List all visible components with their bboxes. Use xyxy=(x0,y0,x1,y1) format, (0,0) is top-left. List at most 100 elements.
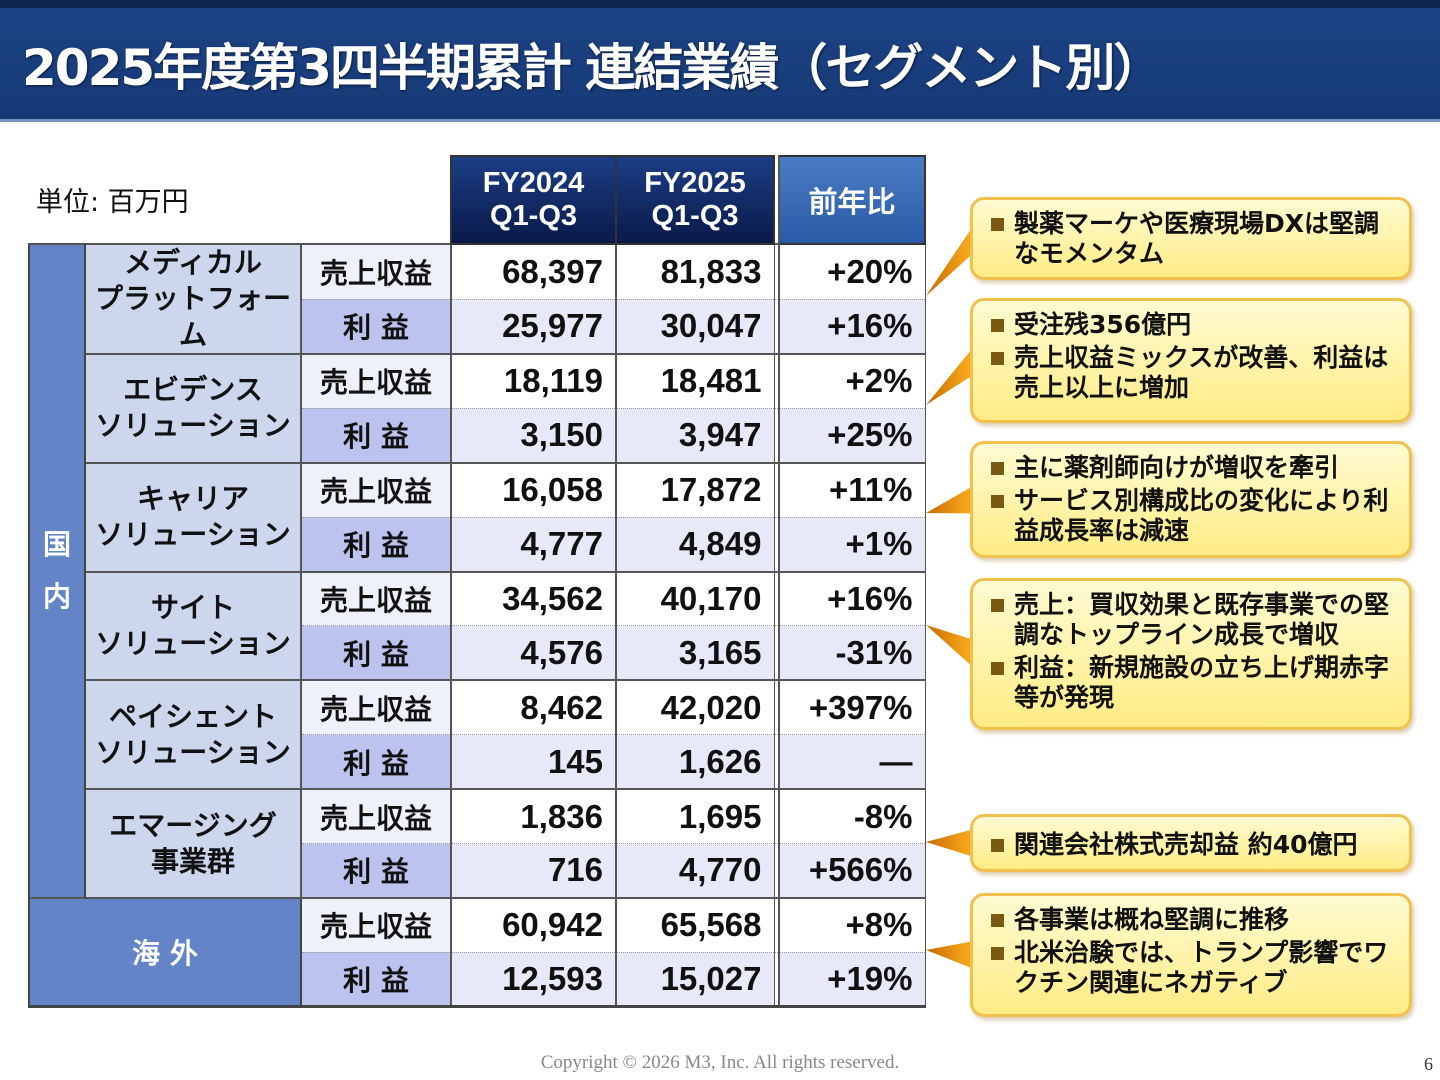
value-fy2024: 12,593 xyxy=(450,952,617,1009)
column-gap xyxy=(773,352,780,409)
callout-text: サービス別構成比の変化により利益成長率は減速 xyxy=(1014,486,1389,545)
column-gap xyxy=(773,788,780,845)
segment-name-line: エマージング xyxy=(109,808,277,842)
value-fy2024: 16,058 xyxy=(450,461,617,518)
value-yoy: — xyxy=(778,734,926,791)
header-fy2024-line1: FY2024 xyxy=(482,167,585,199)
value-fy2024: 68,397 xyxy=(450,243,617,300)
row-label-profit: 利 益 xyxy=(300,408,452,464)
row-label-sales: 売上収益 xyxy=(300,243,452,300)
value-yoy: +11% xyxy=(778,461,926,518)
segment-name-line: ソリューション xyxy=(95,409,291,443)
table-row-profit: 利 益 4,777 4,849 +1% xyxy=(29,517,926,573)
value-fy2025: 4,849 xyxy=(615,517,775,573)
row-label-profit: 利 益 xyxy=(300,299,452,355)
segment-name: キャリア ソリューション xyxy=(84,461,302,573)
domestic-char: 国 xyxy=(42,527,71,561)
column-gap xyxy=(773,734,780,791)
column-gap xyxy=(773,461,780,518)
column-gap xyxy=(773,896,780,953)
value-fy2025: 81,833 xyxy=(615,243,775,300)
value-yoy: +25% xyxy=(778,408,926,464)
bullet-square-icon xyxy=(991,462,1004,475)
callout-bullet: 売上：買収効果と既存事業での堅調なトップライン成長で増収 xyxy=(989,590,1399,650)
column-gap xyxy=(773,408,780,464)
value-yoy: -8% xyxy=(778,788,926,845)
segment-name: エマージング 事業群 xyxy=(84,788,302,899)
value-yoy: -31% xyxy=(778,625,926,682)
segment-name: エビデンス ソリューション xyxy=(84,353,302,464)
segment-name-line: メディカル xyxy=(123,246,263,279)
callout-pointer xyxy=(926,485,974,514)
callout-text: 利益：新規施設の立ち上げ期赤字等が発現 xyxy=(1014,653,1390,712)
segment-name: サイト ソリューション xyxy=(84,570,302,681)
callout-box: 関連会社株式売却益 約40億円 xyxy=(970,814,1412,872)
segment-name-line: 事業群 xyxy=(150,844,235,878)
table-row-sales: サイト ソリューション 売上収益 34,562 40,170 +16% xyxy=(29,570,926,681)
row-label-sales: 売上収益 xyxy=(300,461,452,518)
bullet-square-icon xyxy=(991,839,1004,852)
header-fy2025-line1: FY2025 xyxy=(644,167,746,199)
copyright: Copyright © 2026 M3, Inc. All rights res… xyxy=(540,1052,900,1073)
column-gap xyxy=(773,952,780,1009)
value-yoy: +16% xyxy=(778,570,926,627)
callout-bullet: 売上収益ミックスが改善、利益は売上以上に増加 xyxy=(989,343,1399,403)
value-fy2024: 1,836 xyxy=(450,788,617,845)
segment-name: メディカル プラットフォーム xyxy=(84,243,302,355)
header-yoy: 前年比 xyxy=(778,155,926,245)
column-gap xyxy=(773,517,780,573)
bullet-square-icon xyxy=(991,947,1004,960)
callout-text: 製薬マーケや医療現場DXは堅調なモメンタム xyxy=(1014,209,1380,268)
segment-name: ペイシェント ソリューション xyxy=(84,679,302,790)
callout-text: 各事業は概ね堅調に推移 xyxy=(1014,905,1290,934)
callout-bullet: 関連会社株式売却益 約40億円 xyxy=(989,830,1399,860)
segment-name-line: サイト xyxy=(150,590,235,624)
domestic-label: 国内 xyxy=(28,243,86,899)
title-bar: 2025年度第3四半期累計 連結業績（セグメント別） xyxy=(0,0,1440,122)
overseas-label: 海 外 xyxy=(28,896,302,1009)
value-yoy: +566% xyxy=(778,843,926,899)
callout-bullet: 各事業は概ね堅調に推移 xyxy=(989,905,1399,935)
segment-results-table: FY2024 Q1-Q3 FY2025 Q1-Q3 前年比国内メディカル プラットフォーム… xyxy=(28,155,926,1009)
segment-name-line: ペイシェント xyxy=(108,699,277,733)
row-label-sales: 売上収益 xyxy=(300,896,452,953)
header-fy2024-line2: Q1-Q3 xyxy=(489,200,578,232)
bullet-square-icon xyxy=(991,218,1004,231)
value-yoy: +397% xyxy=(778,679,926,736)
callout-bullet: サービス別構成比の変化により利益成長率は減速 xyxy=(989,486,1399,546)
callout-bullet: 利益：新規施設の立ち上げ期赤字等が発現 xyxy=(989,653,1399,713)
value-fy2025: 18,481 xyxy=(615,352,775,409)
callout-bullet: 受注残356億円 xyxy=(989,310,1399,340)
row-label-profit: 利 益 xyxy=(300,517,452,573)
value-fy2025: 40,170 xyxy=(615,570,775,627)
value-fy2025: 3,947 xyxy=(615,408,775,464)
row-label-sales: 売上収益 xyxy=(300,570,452,627)
callout-box: 主に薬剤師向けが増収を牽引 サービス別構成比の変化により利益成長率は減速 xyxy=(970,441,1412,558)
value-fy2024: 4,777 xyxy=(450,517,617,573)
row-label-sales: 売上収益 xyxy=(300,679,452,736)
row-label-profit: 利 益 xyxy=(300,843,452,899)
table-row-profit: 利 益 3,150 3,947 +25% xyxy=(29,408,926,464)
column-gap xyxy=(773,625,780,682)
table-row-profit: 利 益 25,977 30,047 +16% xyxy=(29,299,926,355)
value-fy2024: 4,576 xyxy=(450,625,617,682)
table-row-profit: 利 益 716 4,770 +566% xyxy=(29,843,926,899)
table-row-sales: ペイシェント ソリューション 売上収益 8,462 42,020 +397% xyxy=(29,679,926,790)
column-gap xyxy=(773,243,780,300)
segment-name-line: ソリューション xyxy=(95,518,291,552)
value-fy2024: 18,119 xyxy=(450,352,617,409)
value-fy2025: 1,626 xyxy=(615,734,775,791)
value-fy2025: 65,568 xyxy=(615,896,775,953)
bullet-square-icon xyxy=(991,495,1004,508)
row-label-profit: 利 益 xyxy=(300,952,452,1009)
unit-label: 単位: 百万円 xyxy=(36,187,189,218)
segment-name-line: ソリューション xyxy=(95,626,291,660)
value-fy2025: 1,695 xyxy=(615,788,775,845)
domestic-char: 内 xyxy=(42,579,71,613)
callout-text: 売上：買収効果と既存事業での堅調なトップライン成長で増収 xyxy=(1014,590,1390,649)
callout-text: 売上収益ミックスが改善、利益は売上以上に増加 xyxy=(1014,343,1389,402)
callout-bullet: 北米治験では、トランプ影響でワクチン関連にネガティブ xyxy=(989,938,1399,998)
value-fy2024: 716 xyxy=(450,843,617,899)
segment-name-line: エビデンス xyxy=(123,373,263,407)
page-title: 2025年度第3四半期累計 連結業績（セグメント別） xyxy=(22,39,1163,97)
